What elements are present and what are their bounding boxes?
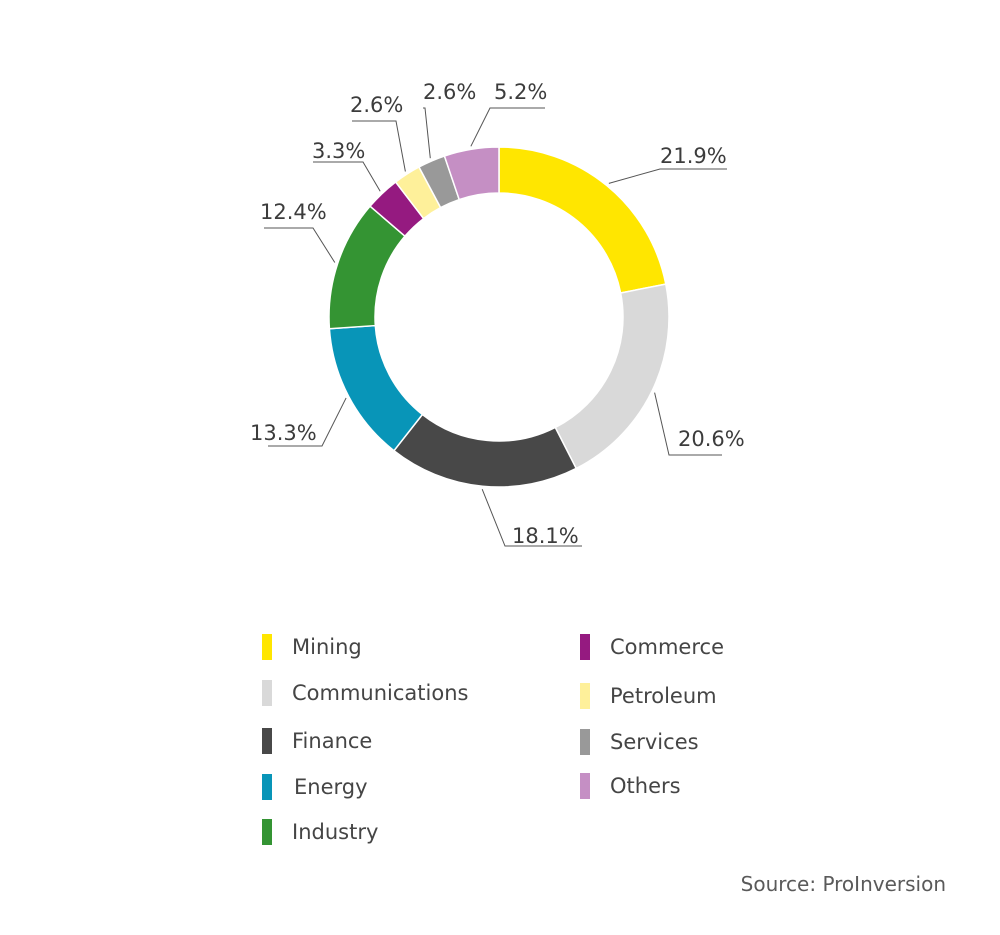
legend-label: Communications (292, 681, 469, 705)
legend-label: Mining (292, 635, 362, 659)
legend-label: Services (610, 730, 699, 754)
data-label-energy: 13.3% (250, 421, 317, 445)
legend-swatch (580, 729, 590, 755)
legend-item-communications: Communications (262, 678, 468, 708)
data-label-communications: 20.6% (678, 427, 745, 451)
leader-line (608, 168, 727, 184)
legend-item-energy: Energy (262, 772, 368, 802)
donut-chart: 21.9% 20.6% 18.1% 13.3% 12.4% 3.3% 2.6% 2.6% 5.2… (250, 80, 745, 548)
data-label-petroleum: 2.6% (350, 93, 403, 117)
leader-line (264, 227, 336, 263)
legend-swatch (580, 683, 590, 709)
legend-item-mining: Mining (262, 632, 362, 662)
legend-label: Energy (294, 775, 368, 799)
legend-label: Petroleum (610, 684, 717, 708)
data-label-services: 2.6% (423, 80, 476, 104)
legend-item-finance: Finance (262, 726, 372, 756)
legend-label: Others (610, 774, 681, 798)
slice-others (443, 146, 500, 201)
data-label-commerce: 3.3% (312, 139, 365, 163)
leader-line (654, 392, 722, 456)
legend-item-commerce: Commerce (580, 632, 724, 662)
leader-line (313, 161, 381, 192)
data-label-industry: 12.4% (260, 200, 327, 224)
legend-swatch (262, 634, 272, 660)
legend: Mining Communications Finance Energy Ind… (0, 620, 1000, 860)
legend-label: Finance (292, 729, 373, 753)
leader-line (423, 107, 431, 159)
legend-swatch (262, 774, 272, 800)
data-labels: 21.9% 20.6% 18.1% 13.3% 12.4% 3.3% 2.6% 2.6% 5.2… (250, 80, 745, 548)
leader-line (268, 397, 347, 447)
leader-line (470, 107, 545, 147)
donut-slices (328, 146, 670, 488)
legend-swatch (262, 728, 272, 754)
legend-item-industry: Industry (262, 817, 378, 847)
source-note: Source: ProInversion (740, 872, 946, 896)
legend-label: Industry (292, 820, 379, 844)
legend-swatch (580, 634, 590, 660)
legend-item-services: Services (580, 727, 699, 757)
legend-item-petroleum: Petroleum (580, 681, 717, 711)
data-label-mining: 21.9% (660, 144, 727, 168)
slice-energy (328, 324, 424, 452)
slice-finance (392, 413, 578, 488)
slice-mining (498, 146, 667, 294)
legend-item-others: Others (580, 771, 681, 801)
data-label-others: 5.2% (494, 80, 547, 104)
legend-swatch (262, 819, 272, 845)
legend-swatch (580, 773, 590, 799)
data-label-finance: 18.1% (512, 524, 579, 548)
leader-line (481, 488, 582, 547)
legend-swatch (262, 680, 272, 706)
leader-line (352, 120, 406, 172)
slice-communications (554, 283, 670, 470)
legend-label: Commerce (610, 635, 724, 659)
